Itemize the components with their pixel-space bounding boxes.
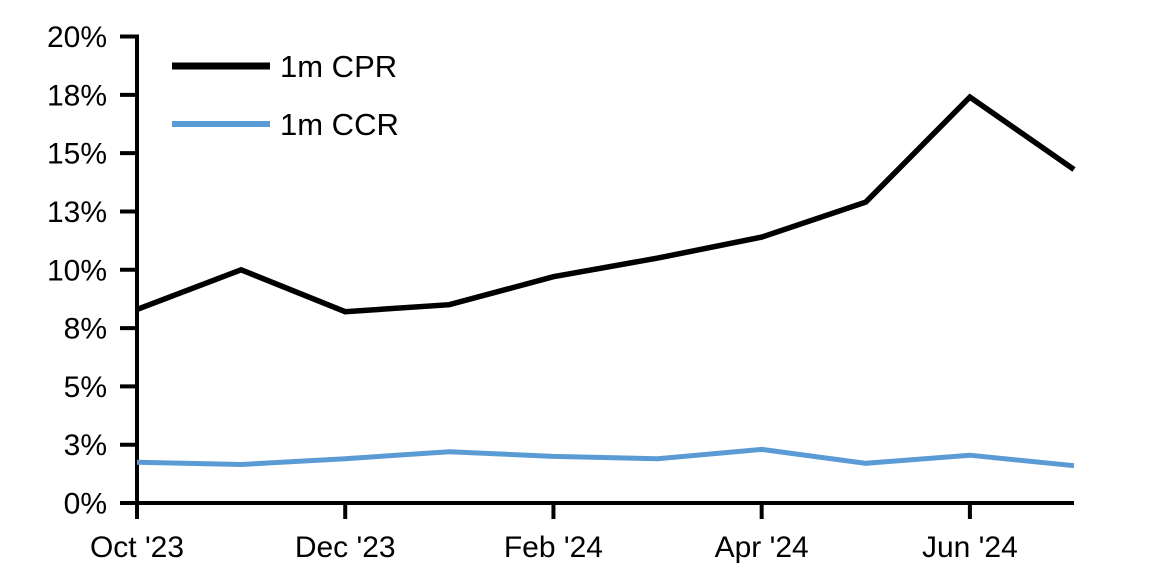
- y-tick-label: 13%: [47, 196, 107, 229]
- legend-label-ccr: 1m CCR: [280, 107, 399, 142]
- y-axis-ticks: [120, 34, 137, 505]
- x-tick-label: Oct '23: [90, 531, 184, 564]
- y-axis-labels: 0% 3% 5% 8% 10% 13% 15% 18% 20%: [47, 21, 107, 521]
- x-axis: Oct '23 Dec '23 Feb '24 Apr '24 Jun '24: [90, 501, 1074, 564]
- x-tick-label: Feb '24: [504, 531, 603, 564]
- y-tick-label: 0%: [64, 488, 107, 521]
- y-tick-label: 10%: [47, 254, 107, 287]
- y-tick-label: 3%: [64, 429, 107, 462]
- series-line-1m-cpr: [136, 93, 1076, 315]
- y-tick-label: 5%: [64, 371, 107, 404]
- x-tick-label: Apr '24: [715, 531, 809, 564]
- y-tick-label: 18%: [47, 79, 107, 112]
- x-tick-label: Dec '23: [295, 531, 396, 564]
- legend: 1m CPR 1m CCR: [172, 49, 399, 142]
- y-tick-label: 20%: [47, 21, 107, 54]
- x-axis-labels: Oct '23 Dec '23 Feb '24 Apr '24 Jun '24: [90, 531, 1018, 564]
- x-tick-label: Jun '24: [922, 531, 1018, 564]
- x-axis-ticks: [135, 503, 972, 519]
- legend-label-cpr: 1m CPR: [280, 49, 397, 84]
- data-series-lines: [136, 93, 1076, 469]
- y-tick-label: 8%: [64, 313, 107, 346]
- y-tick-label: 15%: [47, 138, 107, 171]
- series-line-1m-ccr: [136, 446, 1075, 469]
- y-axis: 0% 3% 5% 8% 10% 13% 15% 18% 20%: [47, 21, 139, 521]
